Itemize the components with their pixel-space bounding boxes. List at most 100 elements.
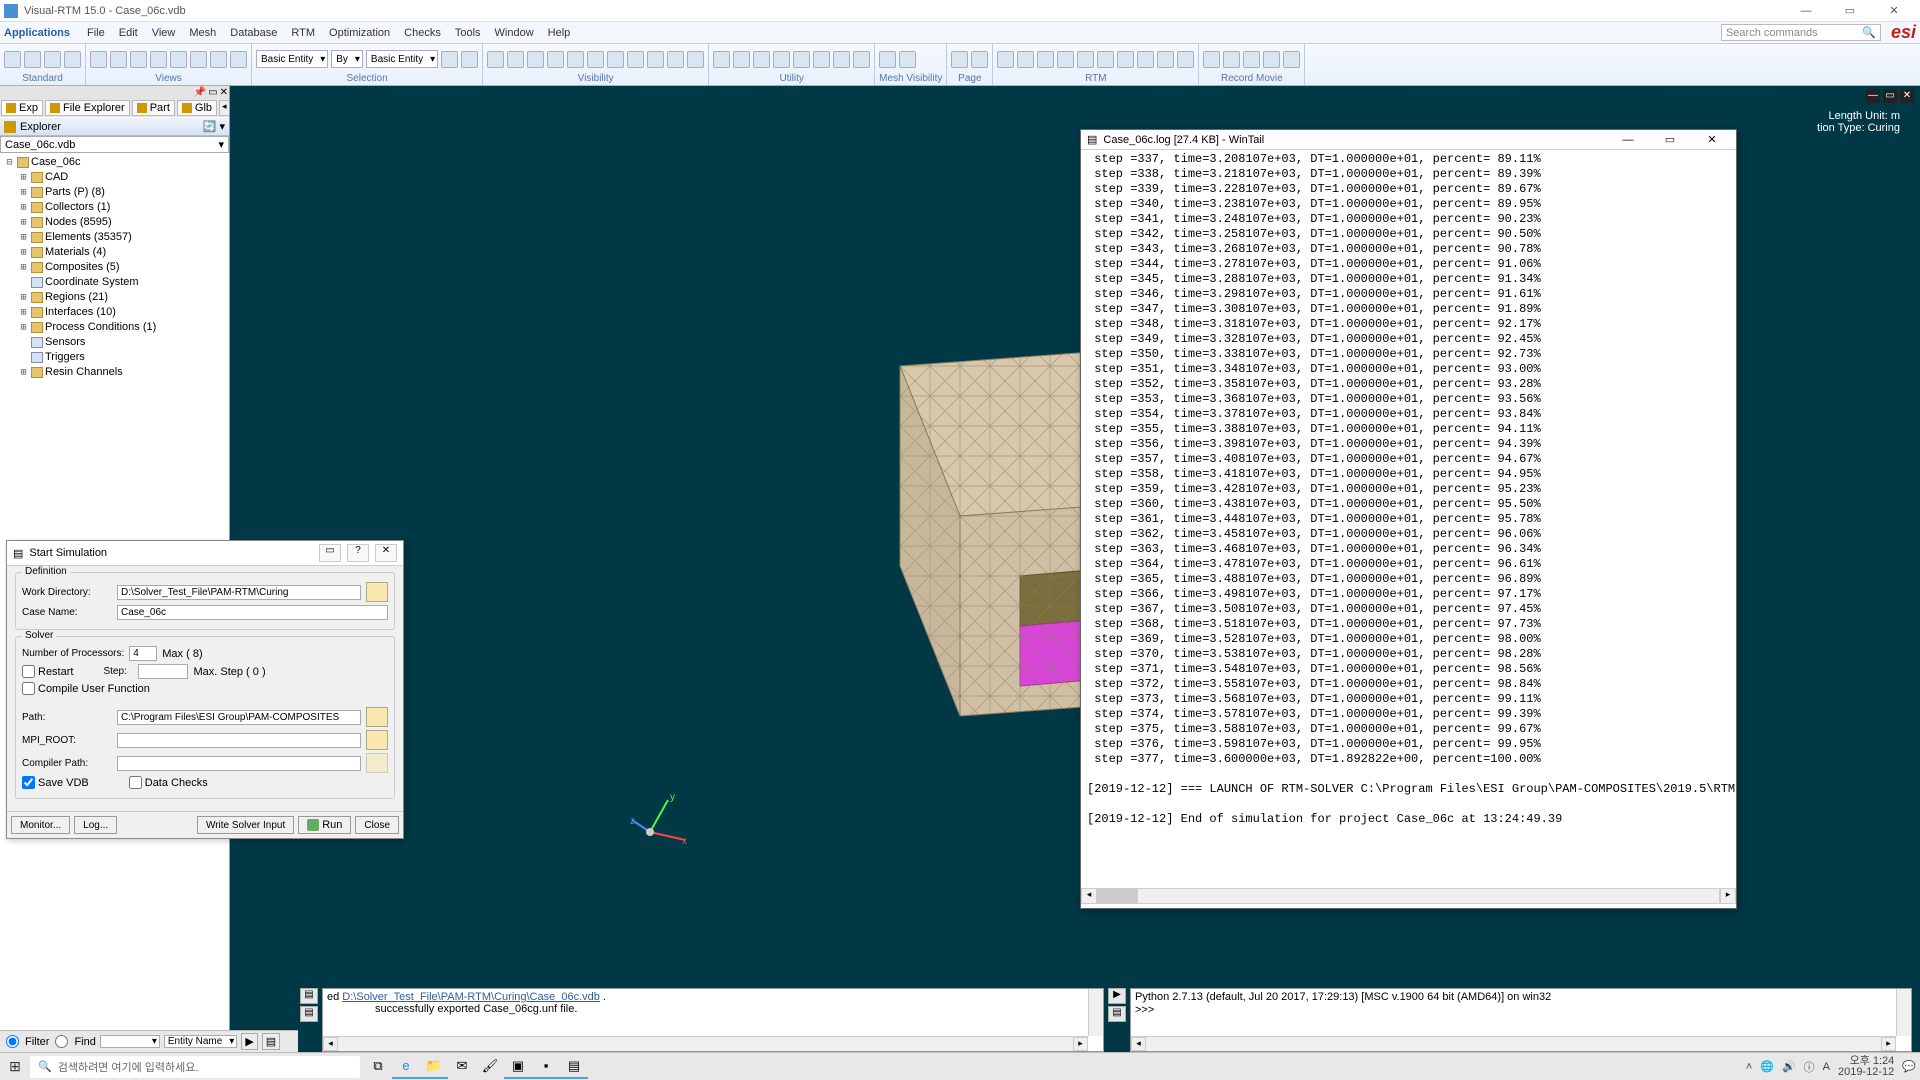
menu-checks[interactable]: Checks [397,27,448,39]
start-button[interactable]: ⊞ [4,1056,26,1078]
refresh-icon[interactable]: 🔄 [203,120,217,133]
write-solver-input-button[interactable]: Write Solver Input [197,816,294,834]
panel-btn[interactable]: ▶ [1108,988,1126,1004]
tool-icon[interactable] [607,51,624,68]
tool-icon[interactable] [773,51,790,68]
menu-view[interactable]: View [145,27,183,39]
tool-icon[interactable] [879,51,896,68]
tree-node[interactable]: ⊞Nodes (8595) [2,215,227,230]
volume-icon[interactable]: 🔊 [1782,1060,1796,1073]
tool-icon[interactable] [1017,51,1034,68]
tool-icon[interactable] [687,51,704,68]
tool-icon[interactable] [487,51,504,68]
tool-icon[interactable] [813,51,830,68]
tool-icon[interactable] [587,51,604,68]
tab-explorer[interactable]: Exp [1,100,43,116]
tool-icon[interactable] [1097,51,1114,68]
tool-icon[interactable] [627,51,644,68]
tree-node[interactable]: Coordinate System [2,275,227,290]
menu-window[interactable]: Window [488,27,541,39]
menu-database[interactable]: Database [223,27,284,39]
tool-icon[interactable] [1157,51,1174,68]
tool-icon[interactable] [1117,51,1134,68]
tool-icon[interactable] [1077,51,1094,68]
browse-work-dir-button[interactable] [366,582,388,602]
tray-chevron-icon[interactable]: ˄ [1746,1061,1752,1073]
app-icon[interactable]: 🖌 [476,1055,504,1079]
tool-icon[interactable] [899,51,916,68]
panel-max-icon[interactable]: ▭ [208,87,217,98]
output-panel[interactable]: ed D:\Solver_Test_File\PAM-RTM\Curing\Ca… [322,988,1104,1052]
menu-optimization[interactable]: Optimization [322,27,397,39]
tool-icon[interactable] [1223,51,1240,68]
sel-by-dropdown[interactable]: By [331,50,363,68]
tool-icon[interactable] [1243,51,1260,68]
mpi-input[interactable] [117,733,361,748]
tool-icon[interactable] [1177,51,1194,68]
vscroll[interactable] [1088,989,1103,1036]
clock[interactable]: 오후 1:24 2019-12-12 [1838,1056,1894,1078]
tool-icon[interactable] [1137,51,1154,68]
expand-icon[interactable]: ▾ [219,120,225,133]
tool-icon[interactable] [647,51,664,68]
filter-entity-dropdown[interactable]: Entity Name [164,1035,237,1048]
tool-icon[interactable] [90,51,107,68]
tool-icon[interactable] [951,51,968,68]
tool-icon[interactable] [441,51,458,68]
tool-icon[interactable] [150,51,167,68]
network-icon[interactable]: 🌐 [1760,1060,1774,1073]
panel-pin-icon[interactable]: 📌 [194,87,206,98]
tool-icon[interactable] [210,51,227,68]
save-vdb-checkbox[interactable] [22,776,35,789]
tool-icon[interactable] [833,51,850,68]
output-link[interactable]: D:\Solver_Test_File\PAM-RTM\Curing\Case_… [342,991,600,1003]
tool-icon[interactable] [1263,51,1280,68]
close-button[interactable]: ✕ [1872,0,1916,22]
tool-icon[interactable] [170,51,187,68]
tool-icon[interactable] [230,51,247,68]
run-button[interactable]: Run [298,816,351,834]
tab-part[interactable]: Part [132,100,175,116]
tool-icon[interactable] [1037,51,1054,68]
visual-rtm-icon[interactable]: ▣ [504,1055,532,1079]
tool-icon[interactable] [853,51,870,68]
explorer-icon[interactable]: 📁 [420,1055,448,1079]
tree-node[interactable]: ⊞Regions (21) [2,290,227,305]
tool-icon[interactable] [44,51,61,68]
data-checks-checkbox[interactable] [129,776,142,789]
menu-rtm[interactable]: RTM [284,27,322,39]
panel-btn[interactable]: ▤ [300,988,318,1004]
menu-mesh[interactable]: Mesh [182,27,223,39]
log-maximize-button[interactable]: ▭ [1652,133,1688,146]
tool-icon[interactable] [24,51,41,68]
tool-icon[interactable] [461,51,478,68]
cmd-icon[interactable]: ▪ [532,1055,560,1079]
mail-icon[interactable]: ✉ [448,1055,476,1079]
minimize-button[interactable]: — [1784,0,1828,22]
wintail-icon[interactable]: ▤ [560,1055,588,1079]
tool-icon[interactable] [1283,51,1300,68]
dialog-titlebar[interactable]: ▤ Start Simulation ▭ ? ✕ [7,541,403,566]
log-minimize-button[interactable]: — [1610,134,1646,146]
restart-checkbox[interactable] [22,665,35,678]
log-titlebar[interactable]: ▤ Case_06c.log [27.4 KB] - WinTail — ▭ ✕ [1081,130,1736,150]
log-scrollbar[interactable]: ◂▸ [1081,888,1736,904]
tree-node[interactable]: Triggers [2,350,227,365]
tool-icon[interactable] [110,51,127,68]
dialog-help-button[interactable]: ? [347,544,369,562]
tool-icon[interactable] [4,51,21,68]
dialog-dock-button[interactable]: ▭ [319,544,341,562]
tool-icon[interactable] [733,51,750,68]
tool-icon[interactable] [527,51,544,68]
tool-icon[interactable] [971,51,988,68]
tab-file-explorer[interactable]: File Explorer [45,100,130,116]
tool-icon[interactable] [1057,51,1074,68]
tool-icon[interactable] [997,51,1014,68]
filter-radio[interactable] [6,1035,19,1048]
tab-global[interactable]: Glb [177,100,217,116]
taskbar-search[interactable]: 🔍 검색하려면 여기에 입력하세요. [30,1056,360,1078]
panel-close-icon[interactable]: ✕ [220,87,228,98]
filter-clear-icon[interactable]: ▤ [262,1033,280,1050]
filter-apply-icon[interactable]: ▶ [241,1033,257,1050]
menu-edit[interactable]: Edit [112,27,145,39]
